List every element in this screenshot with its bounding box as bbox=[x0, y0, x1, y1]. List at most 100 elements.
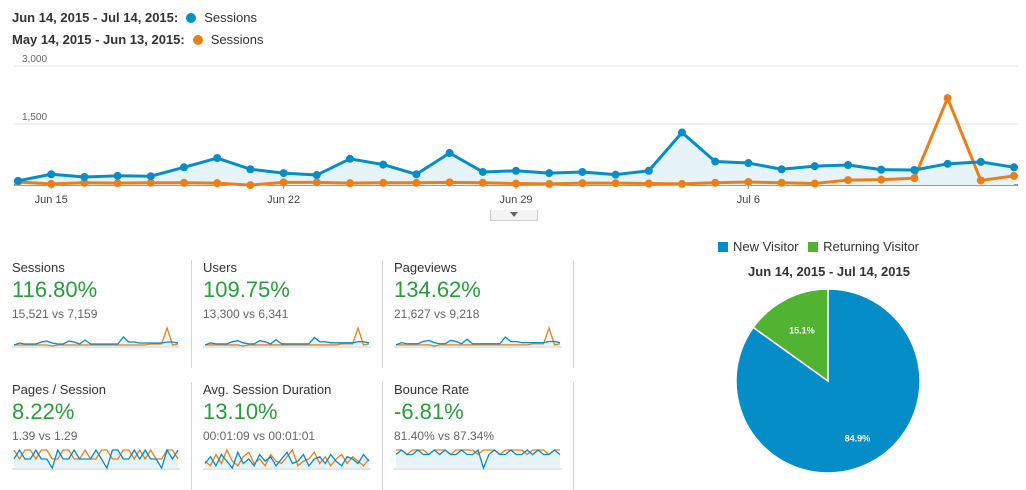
data-point-previous bbox=[379, 178, 388, 187]
metric-avg-session-duration[interactable]: Avg. Session Duration 13.10% 00:01:09 vs… bbox=[203, 382, 383, 490]
data-point-current bbox=[578, 167, 587, 176]
metric-comparison: 13,300 vs 6,341 bbox=[203, 307, 289, 321]
series-area-current bbox=[18, 132, 1014, 185]
metric-comparison: 1.39 vs 1.29 bbox=[12, 429, 78, 443]
metric-pages-per-session[interactable]: Pages / Session 8.22% 1.39 vs 1.29 bbox=[12, 382, 192, 490]
data-point-current bbox=[478, 167, 487, 176]
metric-comparison: 81.40% vs 87.34% bbox=[394, 429, 495, 443]
data-point-previous bbox=[777, 178, 786, 187]
data-point-current bbox=[445, 149, 454, 157]
metric-percent: 134.62% bbox=[394, 277, 481, 302]
metric-users[interactable]: Users 109.75% 13,300 vs 6,341 bbox=[203, 260, 383, 368]
pie-slice-label: 84.9% bbox=[845, 433, 871, 443]
sparkline-previous bbox=[204, 448, 370, 467]
data-point-previous bbox=[711, 178, 720, 187]
data-point-current bbox=[777, 165, 786, 174]
data-point-current bbox=[644, 166, 653, 175]
y-tick-label: 3,000 bbox=[22, 54, 47, 65]
chevron-down-icon bbox=[510, 212, 518, 217]
pie-legend-new-visitor[interactable]: New Visitor bbox=[718, 239, 799, 254]
data-point-current bbox=[279, 169, 288, 178]
sparkline-current bbox=[204, 450, 370, 470]
data-point-current bbox=[146, 172, 155, 181]
sparkline-area bbox=[205, 452, 369, 468]
data-point-current bbox=[14, 176, 22, 185]
y-tick-label: 1,500 bbox=[22, 112, 47, 123]
data-point-previous bbox=[578, 179, 587, 188]
metric-sparkline bbox=[203, 325, 371, 348]
metric-title: Users bbox=[203, 260, 237, 275]
data-point-previous bbox=[844, 176, 852, 185]
sparkline-current bbox=[204, 336, 370, 346]
data-point-previous bbox=[213, 179, 222, 188]
data-point-previous bbox=[678, 179, 686, 188]
pie-slice-returning-visitor bbox=[752, 288, 829, 383]
pie-slice-new-visitor bbox=[735, 288, 921, 474]
data-point-previous bbox=[943, 94, 952, 103]
data-point-previous bbox=[1010, 171, 1018, 180]
legend-current-period[interactable]: Jun 14, 2015 - Jul 14, 2015: Sessions bbox=[12, 9, 257, 27]
metric-comparison: 00:01:09 vs 00:01:01 bbox=[203, 429, 316, 443]
sparkline-previous bbox=[205, 325, 370, 347]
legend-swatch bbox=[718, 242, 728, 252]
data-point-previous bbox=[644, 179, 653, 188]
data-point-previous bbox=[312, 178, 321, 187]
pie-legend-returning-visitor[interactable]: Returning Visitor bbox=[808, 239, 919, 254]
data-point-current bbox=[844, 160, 852, 169]
metric-sparkline bbox=[12, 325, 180, 348]
metric-percent: 8.22% bbox=[12, 399, 75, 424]
data-point-current bbox=[213, 154, 222, 163]
data-point-previous bbox=[478, 178, 487, 187]
legend-previous-dot bbox=[192, 35, 203, 45]
data-point-current bbox=[47, 170, 56, 179]
sparkline-current bbox=[395, 336, 561, 346]
data-point-current bbox=[246, 165, 255, 174]
legend-previous-period[interactable]: May 14, 2015 - Jun 13, 2015: Sessions bbox=[12, 31, 263, 49]
metric-title: Sessions bbox=[12, 260, 65, 275]
data-point-previous bbox=[146, 178, 155, 187]
visitor-type-pie-chart[interactable]: 84.9% 15.1% bbox=[728, 285, 928, 477]
x-tick-label: Jun 29 bbox=[499, 194, 532, 206]
data-point-current bbox=[80, 172, 89, 181]
data-point-previous bbox=[113, 179, 122, 188]
data-point-previous bbox=[47, 179, 56, 188]
metric-percent: 109.75% bbox=[203, 277, 290, 302]
data-point-current bbox=[744, 159, 753, 168]
metric-sparkline bbox=[203, 448, 371, 470]
data-point-current bbox=[711, 157, 720, 166]
metric-comparison: 15,521 vs 7,159 bbox=[12, 307, 98, 321]
data-point-current bbox=[180, 163, 188, 172]
data-point-previous bbox=[445, 178, 454, 187]
metric-sparkline bbox=[394, 325, 562, 348]
chart-collapse-handle[interactable] bbox=[490, 210, 538, 221]
metric-sparkline bbox=[394, 448, 562, 470]
sessions-line-chart[interactable]: 3,000 1,500 Jun 15 Jun 22 Jun 29 Jul 6 bbox=[0, 54, 1026, 210]
data-point-previous bbox=[346, 179, 354, 188]
data-point-current bbox=[312, 171, 321, 180]
data-point-current bbox=[976, 157, 985, 166]
metric-percent: 13.10% bbox=[203, 399, 278, 424]
data-point-previous bbox=[545, 179, 554, 188]
legend-label: New Visitor bbox=[733, 239, 799, 254]
data-point-current bbox=[877, 165, 886, 174]
legend-previous-series: Sessions bbox=[210, 32, 264, 47]
data-point-current bbox=[611, 170, 620, 179]
metric-bounce-rate[interactable]: Bounce Rate -6.81% 81.40% vs 87.34% bbox=[394, 382, 574, 490]
data-point-previous bbox=[246, 181, 255, 190]
data-point-previous bbox=[512, 179, 520, 188]
metric-title: Pages / Session bbox=[12, 382, 106, 397]
data-point-current bbox=[678, 128, 686, 137]
data-point-current bbox=[545, 169, 554, 178]
legend-swatch bbox=[808, 242, 819, 252]
data-point-current bbox=[379, 160, 388, 169]
metric-pageviews[interactable]: Pageviews 134.62% 21,627 vs 9,218 bbox=[394, 260, 574, 368]
data-point-current bbox=[943, 159, 952, 168]
legend-label: Returning Visitor bbox=[823, 239, 920, 254]
data-point-previous bbox=[810, 179, 819, 188]
data-point-previous bbox=[910, 174, 919, 183]
metric-sessions[interactable]: Sessions 116.80% 15,521 vs 7,159 bbox=[12, 260, 192, 368]
x-tick-label: Jun 15 bbox=[35, 194, 68, 206]
data-point-current bbox=[910, 166, 919, 175]
data-point-previous bbox=[180, 178, 188, 187]
metric-comparison: 21,627 vs 9,218 bbox=[394, 307, 480, 321]
